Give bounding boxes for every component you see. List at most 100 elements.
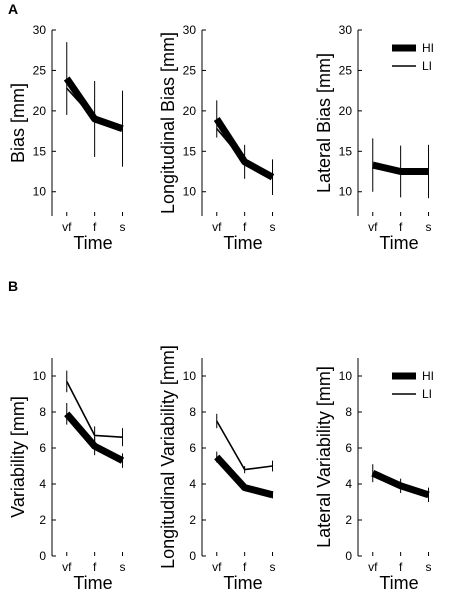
x-tick-label: vf — [368, 560, 378, 574]
y-axis-label: Variability [mm] — [8, 396, 28, 518]
data-point-hi — [428, 494, 430, 496]
data-point-hi — [66, 78, 68, 80]
panel-label-b: B — [8, 278, 18, 294]
x-axis-label: Time — [73, 233, 112, 253]
y-tick-label: 15 — [33, 144, 47, 158]
y-tick-label: 25 — [183, 63, 197, 77]
legend-label-hi: HI — [422, 41, 434, 55]
y-tick-label: 0 — [39, 549, 46, 563]
x-axis-label: Time — [379, 233, 418, 253]
data-point-hi — [244, 161, 246, 163]
x-tick-label: s — [120, 220, 126, 234]
data-point-hi — [400, 171, 402, 173]
y-tick-label: 10 — [339, 185, 353, 199]
legend-label-li: LI — [422, 387, 432, 401]
y-tick-label: 0 — [189, 549, 196, 563]
x-tick-label: s — [426, 560, 432, 574]
panel-label-a: A — [8, 1, 18, 17]
y-tick-label: 10 — [33, 185, 47, 199]
data-point-li — [216, 420, 218, 422]
y-tick-label: 8 — [39, 405, 46, 419]
y-tick-label: 2 — [189, 513, 196, 527]
x-tick-label: s — [270, 560, 276, 574]
x-tick-label: f — [93, 560, 97, 574]
y-tick-label: 10 — [33, 369, 47, 383]
data-point-hi — [272, 494, 274, 496]
x-tick-label: s — [270, 220, 276, 234]
y-axis-label: Longitudinal Bias [mm] — [158, 32, 178, 214]
y-tick-label: 6 — [39, 441, 46, 455]
data-point-hi — [216, 456, 218, 458]
y-tick-label: 15 — [339, 144, 353, 158]
data-point-li — [122, 436, 124, 438]
y-tick-label: 4 — [189, 477, 196, 491]
data-point-hi — [400, 485, 402, 487]
x-tick-label: vf — [62, 560, 72, 574]
data-point-hi — [94, 118, 96, 120]
y-axis-label: Longitudinal Variability [mm] — [158, 345, 178, 569]
data-point-li — [244, 469, 246, 471]
legend-label-li: LI — [422, 59, 432, 73]
y-tick-label: 10 — [183, 369, 197, 383]
x-axis-label: Time — [379, 573, 418, 593]
data-point-hi — [216, 118, 218, 120]
legend-label-hi: HI — [422, 369, 434, 383]
data-point-hi — [244, 487, 246, 489]
chart-panel-4: 0 2 4 6 8 10 vf f s Time Variability [mm] — [8, 358, 126, 593]
chart-panel-1: 10 15 20 25 30 vf f s Time Bias [mm] — [8, 23, 126, 253]
chart-panel-2: 10 15 20 25 30 vf f s Time Longitudinal Bias [mm] — [158, 23, 276, 253]
y-tick-label: 0 — [345, 549, 352, 563]
y-tick-label: 30 — [183, 23, 197, 37]
data-point-hi — [272, 176, 274, 178]
x-tick-label: f — [243, 220, 247, 234]
data-point-hi — [122, 460, 124, 462]
x-tick-label: vf — [212, 560, 222, 574]
x-tick-label: s — [120, 560, 126, 574]
data-point-li — [272, 465, 274, 467]
chart-panel-3: 10 15 20 25 30 vf f s Time Lateral Bias [mm] HI LI — [314, 23, 434, 253]
y-tick-label: 25 — [339, 63, 353, 77]
y-tick-label: 15 — [183, 144, 197, 158]
x-tick-label: f — [93, 220, 97, 234]
y-tick-label: 8 — [189, 405, 196, 419]
x-axis-label: Time — [223, 233, 262, 253]
y-axis-label: Lateral Bias [mm] — [314, 53, 334, 193]
y-tick-label: 10 — [183, 185, 197, 199]
y-tick-label: 2 — [39, 513, 46, 527]
x-tick-label: f — [399, 220, 403, 234]
chart-panel-6: 0 2 4 6 8 10 vf f s Time Lateral Variability [mm] H… — [314, 358, 434, 593]
x-tick-label: vf — [62, 220, 72, 234]
y-tick-label: 6 — [189, 441, 196, 455]
x-axis-label: Time — [73, 573, 112, 593]
data-point-hi — [122, 128, 124, 130]
data-point-hi — [66, 413, 68, 415]
x-tick-label: f — [399, 560, 403, 574]
y-tick-label: 25 — [33, 63, 47, 77]
y-tick-label: 20 — [33, 104, 47, 118]
data-point-li — [66, 380, 68, 382]
y-tick-label: 20 — [183, 104, 197, 118]
x-axis-label: Time — [223, 573, 262, 593]
y-tick-label: 4 — [39, 477, 46, 491]
y-tick-label: 30 — [33, 23, 47, 37]
y-tick-label: 2 — [345, 513, 352, 527]
x-tick-label: s — [426, 220, 432, 234]
data-point-li — [94, 434, 96, 436]
x-tick-label: f — [243, 560, 247, 574]
data-point-hi — [428, 171, 430, 173]
chart-panel-5: 0 2 4 6 8 10 vf f s Time Longitudinal Variability … — [158, 345, 276, 593]
y-tick-label: 6 — [345, 441, 352, 455]
data-point-hi — [372, 164, 374, 166]
data-point-hi — [94, 445, 96, 447]
y-axis-label: Bias [mm] — [8, 83, 28, 163]
y-tick-label: 8 — [345, 405, 352, 419]
x-tick-label: vf — [368, 220, 378, 234]
y-axis-label: Lateral Variability [mm] — [314, 366, 334, 548]
y-tick-label: 4 — [345, 477, 352, 491]
y-tick-label: 20 — [339, 104, 353, 118]
data-point-hi — [372, 472, 374, 474]
y-tick-label: 10 — [339, 369, 353, 383]
x-tick-label: vf — [212, 220, 222, 234]
y-tick-label: 30 — [339, 23, 353, 37]
